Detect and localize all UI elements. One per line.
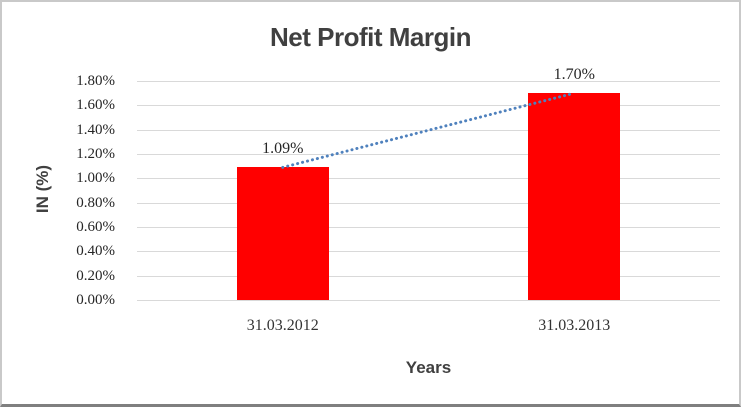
gridline	[137, 300, 720, 301]
gridline	[137, 227, 720, 228]
gridline	[137, 105, 720, 107]
y-tick-label: 0.60%	[76, 219, 115, 235]
data-label: 1.09%	[262, 140, 304, 158]
y-tick-label: 1.80%	[76, 73, 115, 89]
bar-31.03.2012	[236, 167, 329, 300]
gridline	[137, 202, 720, 204]
y-tick-label: 1.40%	[76, 121, 115, 138]
y-tick-label: 0.00%	[76, 292, 115, 308]
gridline	[137, 81, 720, 82]
gridline	[137, 275, 720, 277]
data-label: 1.70%	[553, 66, 595, 84]
gridline	[137, 129, 720, 131]
bar-31.03.2013	[528, 93, 621, 300]
y-tick-label: 0.40%	[76, 243, 115, 260]
gridline	[137, 251, 720, 253]
gridline	[137, 178, 720, 180]
x-axis-title: Years	[405, 358, 452, 377]
x-category-label: 31.03.2012	[246, 317, 319, 334]
x-category-label: 31.03.2013	[538, 317, 611, 334]
plot-area	[137, 81, 720, 301]
chart-title: Net Profit Margin	[270, 22, 471, 52]
y-tick-label: 1.00%	[76, 170, 115, 187]
y-tick-label: 1.60%	[76, 97, 115, 114]
y-tick-label: 0.80%	[76, 194, 115, 211]
y-tick-label: 0.20%	[76, 267, 115, 284]
y-tick-label: 1.20%	[76, 146, 115, 162]
